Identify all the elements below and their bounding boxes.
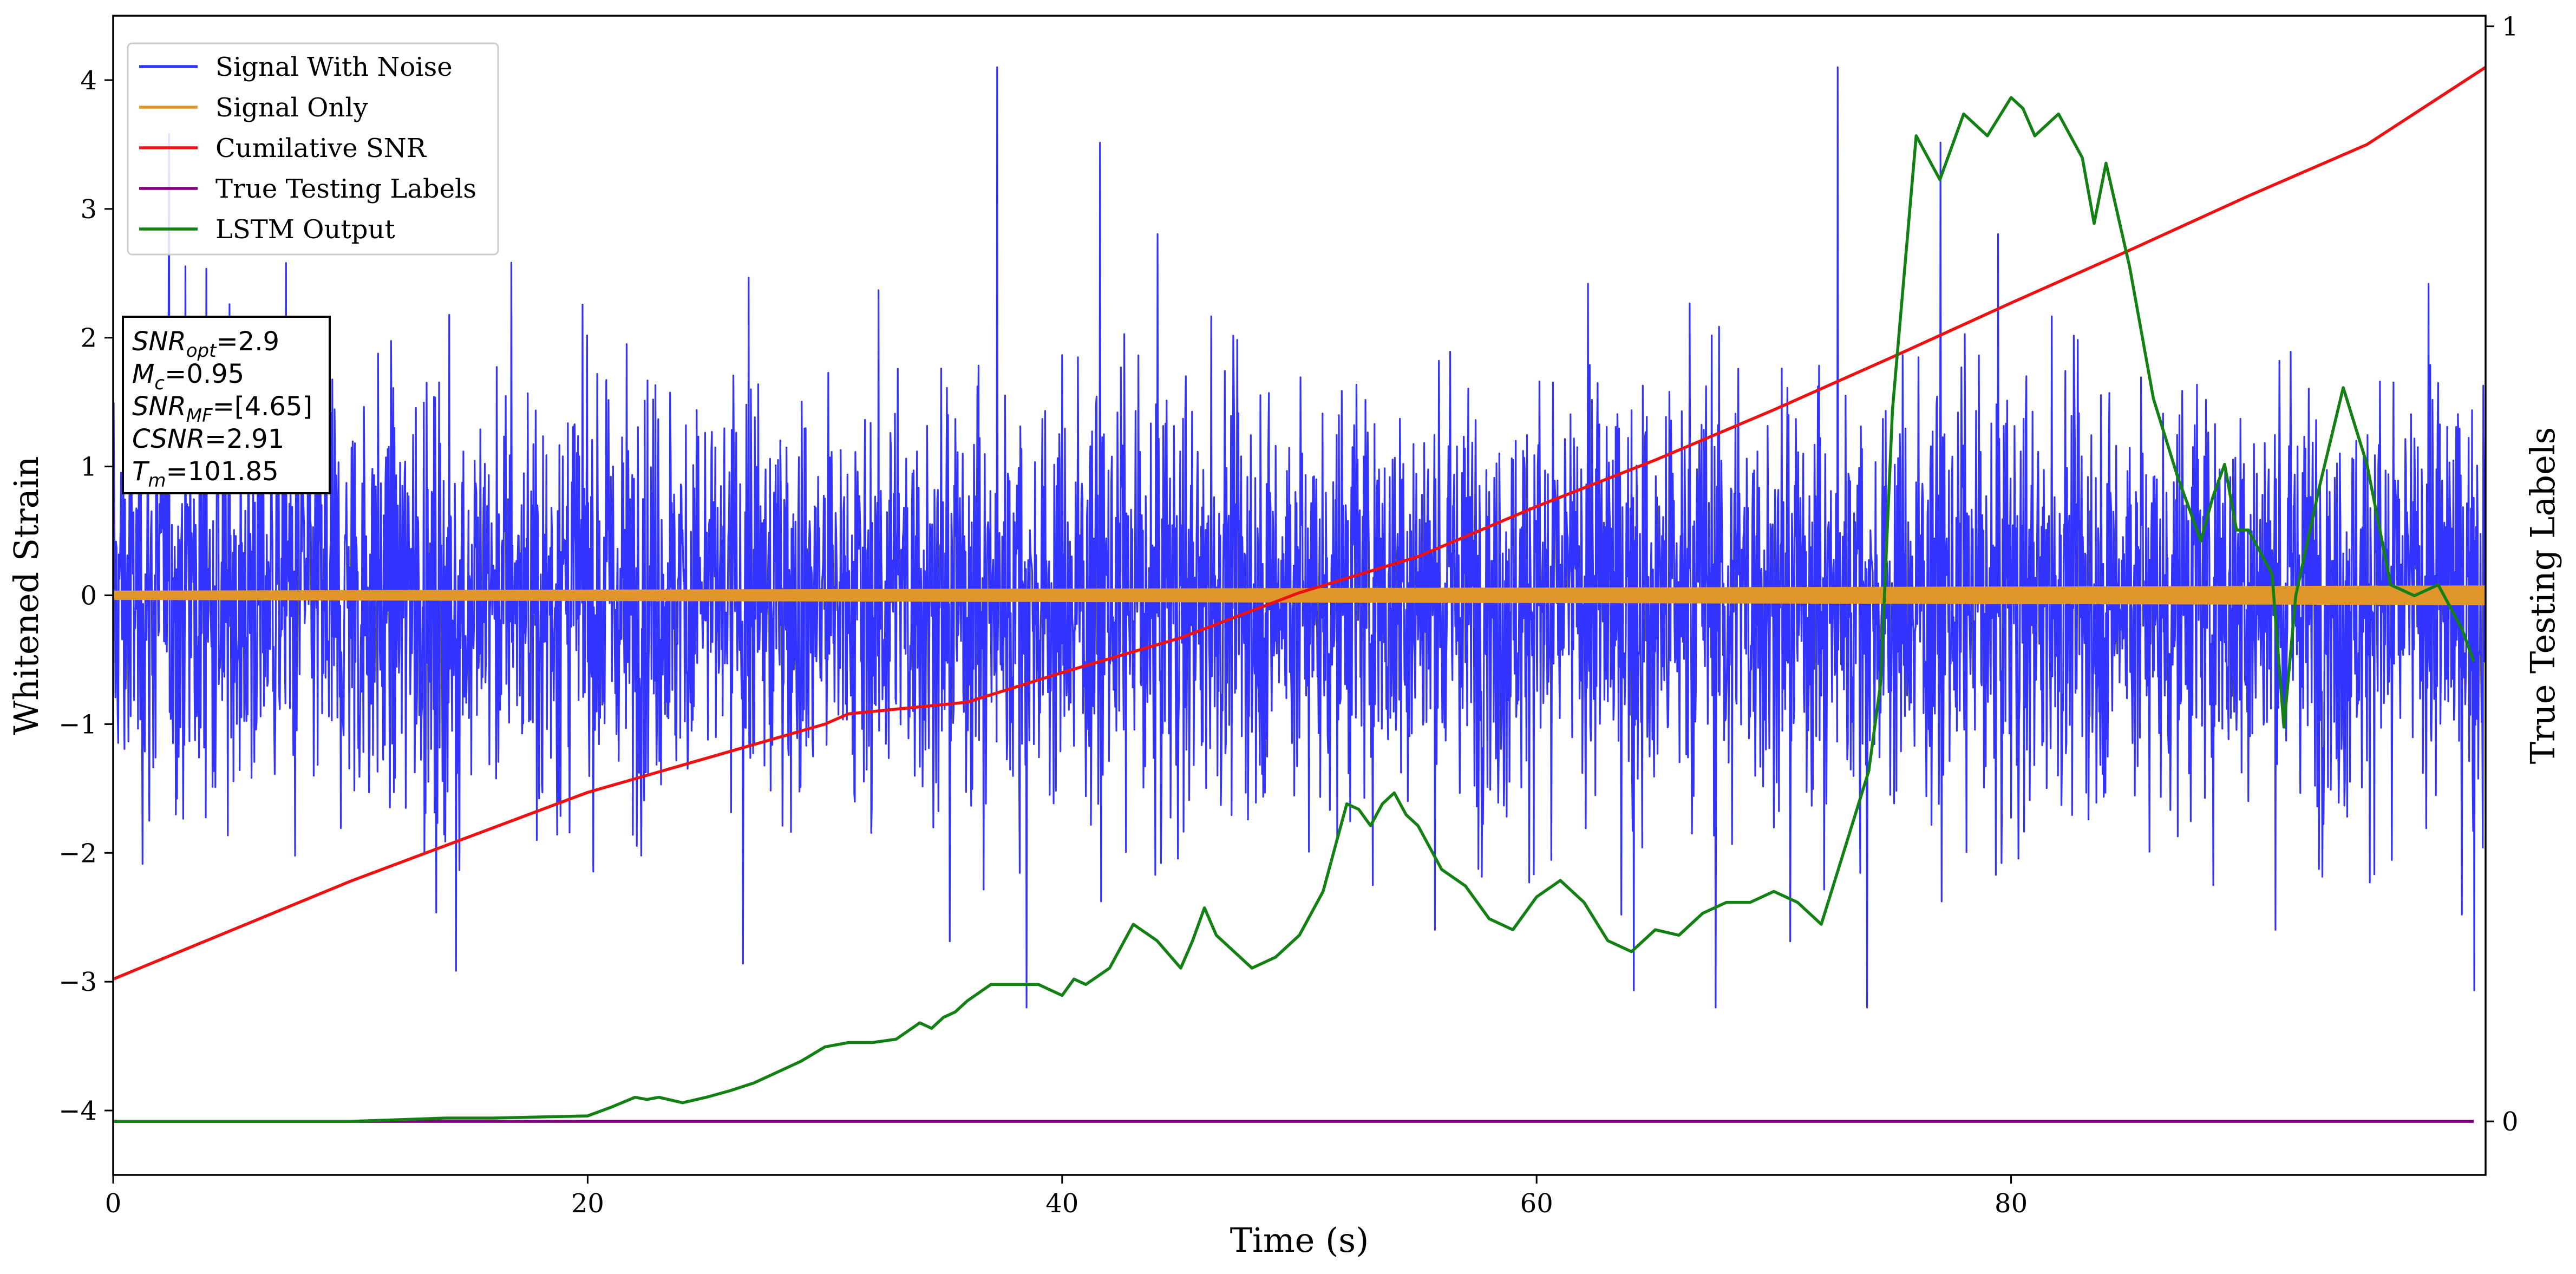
annotation-line: Mc=0.95 (132, 359, 244, 394)
annotation-symbol: SNR (132, 391, 186, 422)
x-tick-label: 80 (1995, 1188, 2028, 1219)
y-tick-label: −1 (58, 709, 97, 740)
annotation-symbol: SNR (132, 326, 186, 357)
series-signal-only (113, 585, 2486, 605)
y2-tick-label: 0 (2502, 1107, 2519, 1137)
x-tick-label: 20 (571, 1188, 604, 1219)
legend-label: LSTM Output (215, 214, 395, 245)
y2-axis-title: True Testing Labels (2523, 427, 2562, 765)
annotation-line: CSNR=2.91 (132, 424, 284, 454)
y-tick-label: 0 (80, 581, 97, 611)
annotation-symbol: T (132, 456, 150, 487)
annotation-value: =2.91 (205, 424, 284, 454)
legend-label: Signal Only (215, 93, 368, 123)
annotation-line: SNRopt=2.9 (132, 326, 279, 362)
annotation-subscript: m (148, 470, 166, 492)
annotation-subscript: MF (186, 405, 213, 427)
x-tick-label: 60 (1520, 1188, 1553, 1219)
annotation-symbol: CSNR (132, 424, 205, 454)
parameter-annotation: SNRopt=2.9Mc=0.95SNRMF=[4.65]CSNR=2.91Tm… (122, 316, 331, 494)
annotation-line: SNRMF=[4.65] (132, 391, 312, 427)
annotation-value: =101.85 (166, 456, 278, 487)
legend-label: Signal With Noise (215, 52, 453, 82)
annotation-symbol: M (132, 359, 154, 389)
x-axis-title: Time (s) (1230, 1220, 1369, 1260)
y-tick-label: 1 (80, 452, 97, 482)
series-lstm-output (113, 96, 2475, 1123)
legend-label: True Testing Labels (215, 174, 476, 204)
annotation-value: =0.95 (165, 359, 244, 389)
y-tick-label: 4 (80, 66, 97, 96)
y-tick-label: −3 (58, 967, 97, 997)
series-cumulative-snr (113, 66, 2486, 981)
x-tick-label: 0 (105, 1188, 122, 1219)
y-tick-label: 2 (80, 323, 97, 354)
series-signal-with-noise (113, 66, 2486, 1009)
annotation-value: =[4.65] (213, 391, 313, 422)
annotation-box (122, 316, 331, 494)
annotation-subscript: opt (186, 340, 217, 362)
series-layer (113, 66, 2486, 1123)
annotation-line: Tm=101.85 (132, 456, 279, 492)
y-axis-title: Whitened Strain (6, 456, 46, 735)
legend: Signal With Noise Signal Only Cumilative S… (127, 42, 499, 256)
legend-label: Cumilative SNR (215, 133, 427, 164)
annotation-subscript: c (154, 373, 165, 394)
y-tick-label: −4 (58, 1096, 97, 1126)
x-tick-label: 40 (1045, 1188, 1078, 1219)
legend-box (127, 42, 499, 256)
y-tick-label: 3 (80, 194, 97, 225)
annotation-value: =2.9 (216, 326, 279, 357)
y-tick-label: −2 (58, 838, 97, 868)
y2-tick-label: 1 (2502, 12, 2519, 42)
